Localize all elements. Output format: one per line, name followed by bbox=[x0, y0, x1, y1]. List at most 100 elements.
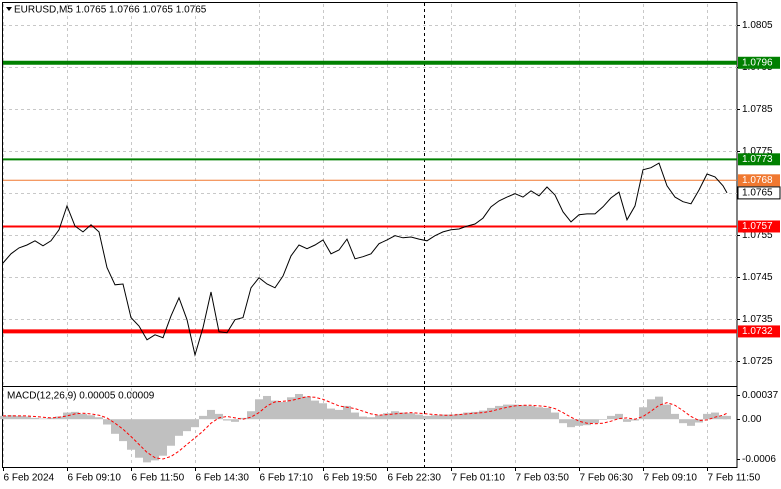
histogram-bar bbox=[375, 415, 383, 420]
x-tick-label: 6 Feb 22:30 bbox=[388, 473, 442, 484]
histogram-bar bbox=[487, 407, 495, 420]
histogram-bar bbox=[663, 404, 671, 420]
histogram-bar bbox=[343, 405, 351, 420]
histogram-bar bbox=[583, 419, 591, 426]
histogram-bar bbox=[311, 400, 319, 420]
x-tick-label: 6 Feb 17:10 bbox=[260, 473, 314, 484]
histogram-bar bbox=[247, 411, 255, 420]
y-tick-label: 1.0785 bbox=[742, 104, 773, 115]
histogram-bar bbox=[551, 412, 559, 420]
x-tick-label: 6 Feb 11:50 bbox=[132, 473, 185, 484]
histogram-bar bbox=[399, 412, 407, 420]
histogram-bar bbox=[119, 419, 127, 442]
x-tick-label: 6 Feb 09:10 bbox=[68, 473, 122, 484]
histogram-bar bbox=[687, 419, 695, 426]
histogram-bar bbox=[111, 419, 119, 434]
x-tick-label: 6 Feb 2024 bbox=[4, 473, 55, 484]
histogram-bar bbox=[231, 419, 239, 422]
level-label-bg bbox=[738, 153, 780, 166]
histogram-bar bbox=[599, 419, 607, 420]
histogram-bar bbox=[207, 409, 215, 420]
histogram-bar bbox=[239, 417, 247, 420]
histogram-bar bbox=[575, 419, 583, 426]
signal-line bbox=[3, 396, 728, 460]
histogram-bar bbox=[367, 417, 375, 420]
histogram-bar bbox=[471, 411, 479, 420]
level-label-bg bbox=[738, 325, 780, 338]
histogram-bar bbox=[303, 396, 311, 420]
y-tick-label: 1.0735 bbox=[742, 314, 773, 325]
histogram-bar bbox=[591, 419, 599, 424]
histogram-bar bbox=[383, 413, 391, 420]
histogram-bar bbox=[543, 407, 551, 420]
menu-arrow bbox=[6, 7, 12, 11]
histogram-bar bbox=[391, 411, 399, 420]
level-label: 1.0732 bbox=[742, 326, 773, 337]
y-tick-label: 1.0725 bbox=[742, 356, 773, 367]
histogram-bar bbox=[31, 417, 39, 420]
histogram-bar bbox=[623, 419, 631, 422]
histogram-bar bbox=[135, 419, 143, 458]
y-tick-label: 1.0755 bbox=[742, 230, 773, 241]
histogram-bar bbox=[723, 415, 731, 420]
histogram-bar bbox=[655, 396, 663, 420]
histogram-bar bbox=[439, 414, 447, 420]
histogram-bar bbox=[151, 419, 159, 461]
x-tick-label: 6 Feb 19:50 bbox=[324, 473, 378, 484]
level-label-bg bbox=[738, 220, 780, 233]
histogram-bar bbox=[327, 408, 335, 420]
histogram-bar bbox=[87, 415, 95, 420]
histogram-bar bbox=[495, 405, 503, 420]
histogram-bar bbox=[183, 419, 191, 432]
histogram-bar bbox=[143, 419, 151, 463]
histogram-bar bbox=[703, 413, 711, 420]
histogram-bar bbox=[255, 399, 263, 420]
histogram-bar bbox=[503, 404, 511, 420]
y-tick-label: 0.00037 bbox=[742, 390, 779, 401]
y-tick-label: 0.00 bbox=[742, 414, 762, 425]
histogram-bar bbox=[63, 412, 71, 420]
histogram-bar bbox=[263, 395, 271, 420]
histogram-bar bbox=[607, 415, 615, 420]
histogram-bar bbox=[191, 419, 199, 428]
histogram-bar bbox=[7, 415, 15, 420]
histogram-bar bbox=[535, 407, 543, 420]
histogram-bar bbox=[287, 397, 295, 420]
level-label: 1.0757 bbox=[742, 221, 773, 232]
price-line bbox=[2, 162, 728, 357]
histogram-bar bbox=[15, 415, 23, 420]
histogram-bar bbox=[423, 415, 431, 420]
histogram-bar bbox=[695, 419, 703, 423]
histogram-bar bbox=[167, 419, 175, 446]
histogram-bar bbox=[271, 400, 279, 420]
histogram-bar bbox=[47, 417, 55, 420]
histogram-bar bbox=[127, 419, 135, 450]
level-label-bg bbox=[738, 174, 780, 187]
histogram-bar bbox=[295, 393, 303, 420]
y-tick-label: 1.0745 bbox=[742, 272, 773, 283]
histogram-bar bbox=[567, 419, 575, 428]
histogram-bar bbox=[519, 405, 527, 420]
histogram-bar bbox=[279, 401, 287, 420]
histogram-bar bbox=[0, 415, 7, 420]
histogram-bar bbox=[95, 417, 103, 420]
x-tick-label: 7 Feb 01:10 bbox=[452, 473, 506, 484]
histogram-bar bbox=[415, 414, 423, 420]
histogram-bar bbox=[639, 407, 647, 420]
histogram-bar bbox=[463, 412, 471, 420]
histogram-bar bbox=[103, 419, 111, 425]
histogram-bar bbox=[671, 413, 679, 420]
histogram-bar bbox=[711, 412, 719, 420]
histogram-bar bbox=[351, 412, 359, 420]
histogram-bar bbox=[559, 419, 567, 424]
histogram-bar bbox=[23, 416, 31, 420]
level-label-bg bbox=[738, 56, 780, 69]
level-label: 1.0796 bbox=[742, 57, 773, 68]
histogram-bar bbox=[55, 416, 63, 420]
x-tick-label: 6 Feb 14:30 bbox=[196, 473, 250, 484]
histogram-bar bbox=[39, 418, 47, 420]
y-tick-label: 1.0775 bbox=[742, 146, 773, 157]
histogram-bar bbox=[407, 413, 415, 420]
histogram-bar bbox=[527, 405, 535, 420]
